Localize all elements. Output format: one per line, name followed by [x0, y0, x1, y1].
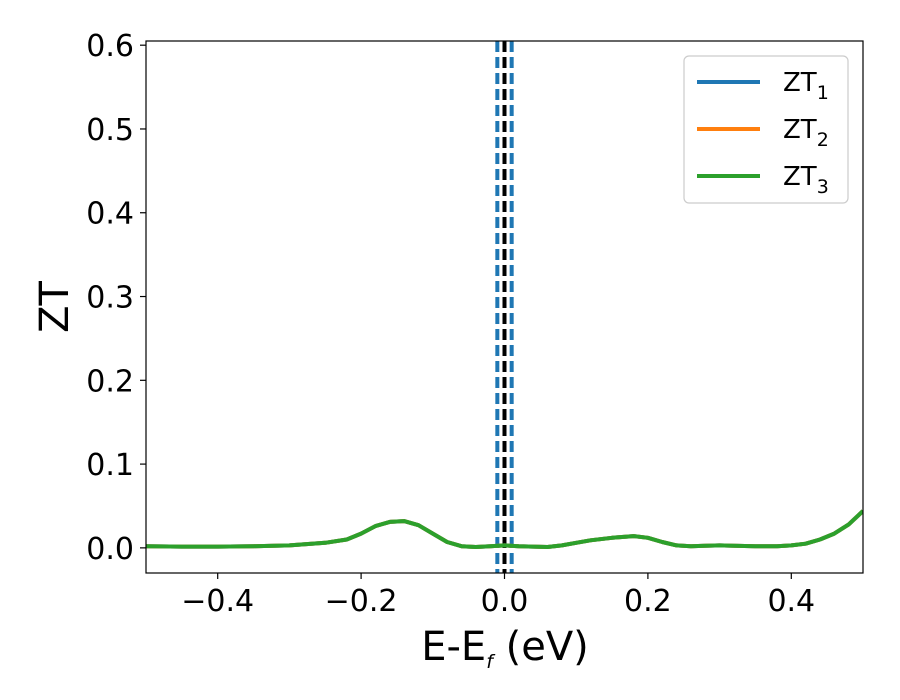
vertical-lines [495, 41, 514, 573]
y-tick-label: 0.2 [86, 364, 134, 399]
y-tick-label: 0.3 [86, 281, 134, 316]
x-tick-label: 0.0 [481, 584, 529, 619]
x-tick-label: −0.4 [181, 584, 254, 619]
legend: ZT1 ZT2 ZT3 [683, 55, 849, 204]
y-tick-label: 0.5 [86, 113, 134, 148]
legend-label-1: ZT1 [783, 68, 829, 104]
legend-label-2: ZT2 [783, 115, 829, 151]
x-axis-title: E-Ef (eV) [421, 624, 589, 673]
y-axis-title: ZT [32, 281, 78, 333]
x-tick-label: 0.4 [767, 584, 815, 619]
y-tick-label: 0.1 [86, 448, 134, 483]
x-tick-label: 0.2 [624, 584, 672, 619]
series-lines [146, 509, 863, 549]
legend-frame [683, 55, 849, 204]
series-line-3 [146, 509, 863, 549]
x-tick-label: −0.2 [325, 584, 398, 619]
y-tick-label: 0.0 [86, 532, 134, 567]
y-tick-label: 0.4 [86, 197, 134, 232]
y-axis: 0.0 0.1 0.2 0.3 0.4 0.5 0.6 [86, 29, 146, 567]
x-axis: −0.4 −0.2 0.0 0.2 0.4 [181, 573, 815, 619]
legend-label-3: ZT3 [783, 162, 829, 198]
y-tick-label: 0.6 [86, 29, 134, 64]
